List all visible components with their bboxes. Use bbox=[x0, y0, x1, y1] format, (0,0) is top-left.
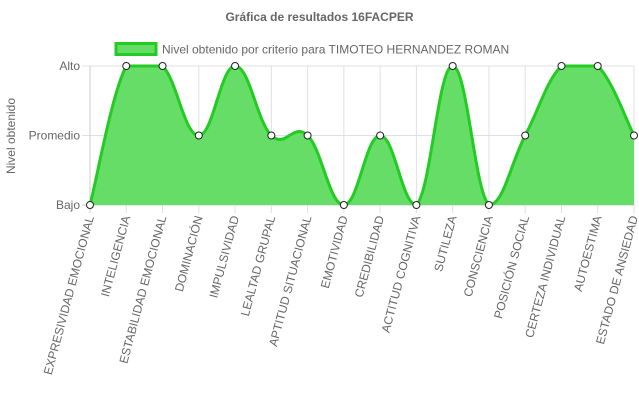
legend[interactable]: Nivel obtenido por criterio para TIMOTEO… bbox=[114, 42, 509, 57]
data-point[interactable] bbox=[303, 131, 312, 140]
data-point[interactable] bbox=[231, 62, 240, 70]
data-point[interactable] bbox=[376, 131, 385, 140]
x-tick-label: AUTOESTIMA bbox=[571, 214, 605, 293]
y-tick-label: Promedio bbox=[29, 129, 81, 143]
data-point[interactable] bbox=[267, 131, 276, 140]
x-tick-label: POSICIÓN SOCIAL bbox=[490, 214, 532, 321]
x-tick-label: INTELIGENCIA bbox=[98, 214, 133, 298]
data-points bbox=[86, 62, 638, 209]
x-tick-label: ACTITUD COGNITIVA bbox=[379, 214, 424, 334]
data-point[interactable] bbox=[122, 62, 131, 70]
x-tick-label: CONSCIENCIA bbox=[461, 214, 496, 298]
y-axis-title: Nivel obtenido bbox=[4, 98, 18, 174]
data-point[interactable] bbox=[593, 62, 602, 70]
data-point[interactable] bbox=[158, 62, 167, 70]
x-tick-label: EMOTIVIDAD bbox=[318, 214, 351, 290]
x-axis-ticks: EXPRESIVIDAD EMOCIONAL INTELIGENCIAESTABI… bbox=[41, 214, 639, 377]
x-tick-label: EXPRESIVIDAD EMOCIONAL bbox=[41, 214, 97, 376]
series-line bbox=[88, 64, 636, 207]
x-tick-label: LEALTAD GRUPAL bbox=[238, 214, 278, 318]
y-tick-label: Bajo bbox=[56, 198, 80, 212]
x-tick-label: CREDIBILIDAD bbox=[352, 214, 387, 299]
plot-area bbox=[88, 64, 636, 207]
data-point[interactable] bbox=[339, 201, 348, 209]
y-tick-label: Alto bbox=[59, 59, 80, 73]
data-point[interactable] bbox=[484, 201, 493, 209]
y-axis-ticks: Bajo Promedio Alto bbox=[29, 59, 81, 212]
legend-swatch bbox=[114, 42, 158, 56]
data-point[interactable] bbox=[86, 201, 94, 209]
x-tick-label: CERTEZA INDIVIDUAL bbox=[522, 214, 568, 339]
x-tick-label: IMPULSIVIDAD bbox=[207, 214, 243, 300]
x-tick-label: DOMINACIÓN bbox=[171, 214, 206, 293]
data-point[interactable] bbox=[448, 62, 457, 70]
data-point[interactable] bbox=[630, 131, 638, 140]
data-point[interactable] bbox=[557, 62, 566, 70]
x-tick-label: SUTILEZA bbox=[431, 214, 459, 273]
data-point[interactable] bbox=[194, 131, 203, 140]
chart-title: Gráfica de resultados 16FACPER bbox=[225, 10, 413, 24]
data-point[interactable] bbox=[521, 131, 530, 140]
data-point[interactable] bbox=[412, 201, 421, 209]
series-area bbox=[90, 66, 634, 205]
legend-label: Nivel obtenido por criterio para TIMOTEO… bbox=[162, 43, 509, 57]
